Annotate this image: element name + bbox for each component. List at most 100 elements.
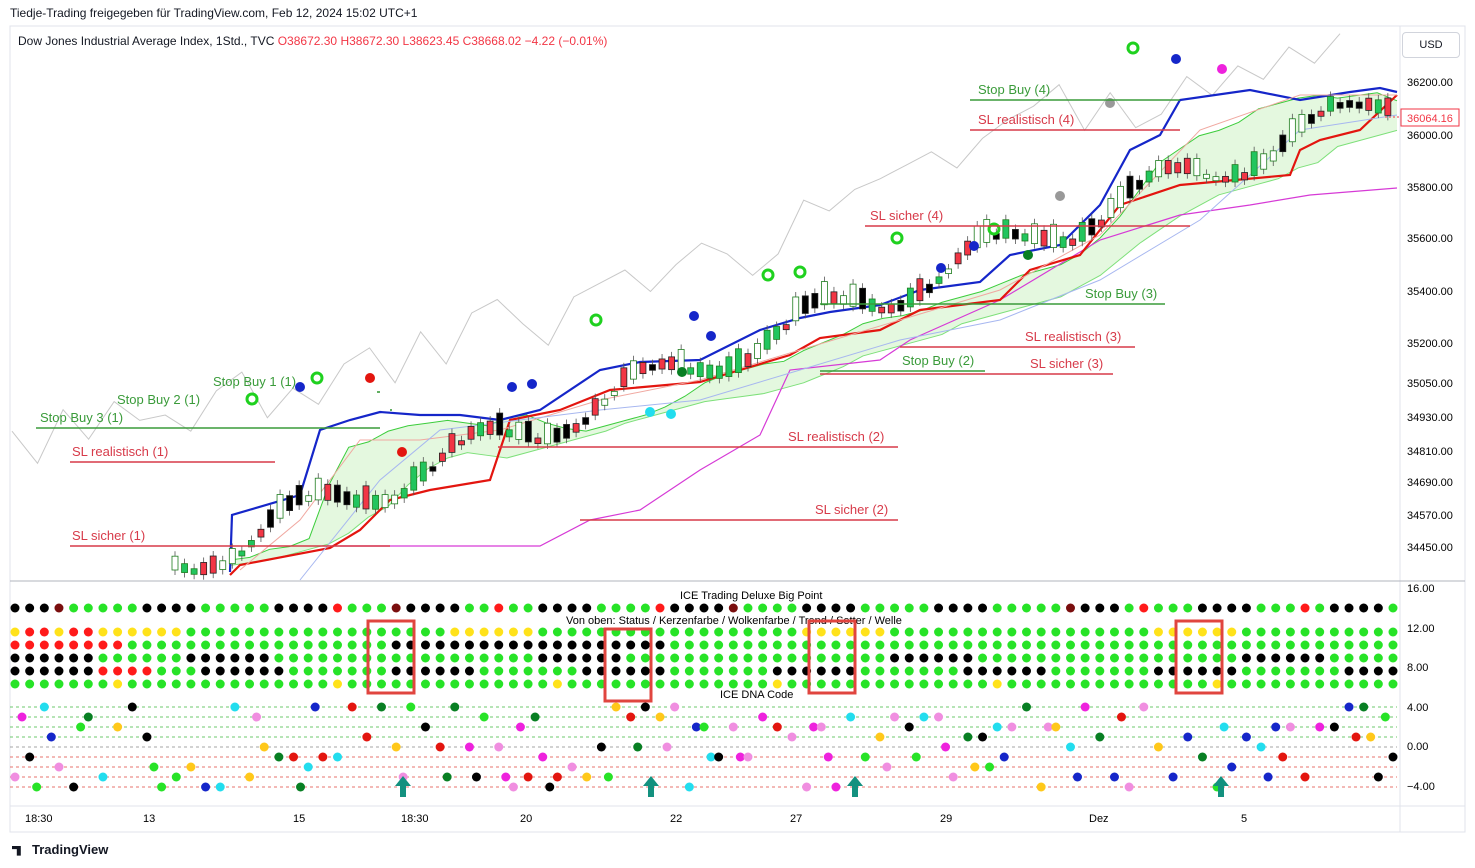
bigpoint-cell <box>479 666 489 676</box>
bigpoint-cell <box>1022 627 1032 637</box>
bigpoint-cell <box>54 640 64 650</box>
candle-body <box>295 485 303 506</box>
bigpoint-cell <box>113 627 123 637</box>
candle-body <box>1279 134 1287 153</box>
dna-dot <box>420 722 430 732</box>
currency-button[interactable]: USD <box>1402 32 1460 58</box>
bigpoint-cell <box>1227 603 1237 613</box>
candle-body <box>553 427 561 443</box>
bigpoint-cell <box>333 640 343 650</box>
bigpoint-cell <box>420 653 430 663</box>
bigpoint-cell <box>435 640 445 650</box>
bigpoint-cell <box>1329 653 1339 663</box>
bigpoint-cell <box>1359 627 1369 637</box>
bigpoint-cell <box>391 640 401 650</box>
bigpoint-cell <box>54 603 64 613</box>
bigpoint-cell <box>464 603 474 613</box>
bigpoint-cell <box>186 640 196 650</box>
bigpoint-cell <box>567 666 577 676</box>
candle-body <box>171 555 179 571</box>
bigpoint-cell <box>259 679 269 689</box>
bigpoint-cell <box>787 603 797 613</box>
bigpoint-cell <box>1329 640 1339 650</box>
bigpoint-cell <box>846 640 856 650</box>
bigpoint-cell <box>1095 627 1105 637</box>
candle-body <box>247 540 255 548</box>
bigpoint-cell <box>552 640 562 650</box>
bigpoint-cell <box>538 640 548 650</box>
candle-body <box>438 452 446 462</box>
bigpoint-cell <box>98 627 108 637</box>
bigpoint-cell <box>582 603 592 613</box>
bigpoint-cell <box>127 603 137 613</box>
candle-body <box>945 268 952 274</box>
bigpoint-cell <box>640 640 650 650</box>
bigpoint-cell <box>376 627 386 637</box>
symbol-legend[interactable]: Dow Jones Industrial Average Index, 1Std… <box>18 34 607 48</box>
ohlc-high: H38672.30 <box>340 34 400 48</box>
bigpoint-cell <box>215 603 225 613</box>
bigpoint-cell <box>1183 603 1193 613</box>
dna-dot <box>98 772 108 782</box>
bigpoint-cell <box>934 653 944 663</box>
bigpoint-cell <box>98 653 108 663</box>
bigpoint-cell <box>450 653 460 663</box>
bigpoint-cell <box>567 679 577 689</box>
bigpoint-cell <box>1080 679 1090 689</box>
bigpoint-cell <box>289 627 299 637</box>
bigpoint-cell <box>1036 627 1046 637</box>
bigpoint-cell <box>1373 603 1383 613</box>
candle-body <box>1260 153 1268 170</box>
level-label: SL realistisch (4) <box>978 112 1074 127</box>
dna-dot <box>1351 732 1361 742</box>
dna-dot <box>245 772 255 782</box>
candle-body <box>1346 100 1354 108</box>
bigpoint-cell <box>420 603 430 613</box>
signal-ring <box>1126 41 1140 55</box>
bigpoint-cell <box>655 679 665 689</box>
candle-body <box>878 306 886 314</box>
bigpoint-cell <box>69 603 79 613</box>
bigpoint-cell <box>1197 603 1207 613</box>
bigpoint-cell <box>508 627 518 637</box>
signal-ring <box>987 222 1001 236</box>
bigpoint-cell <box>611 666 621 676</box>
signal-dot <box>1171 54 1181 64</box>
dna-dot <box>171 772 181 782</box>
bigpoint-cell <box>890 627 900 637</box>
bigpoint-cell <box>157 640 167 650</box>
dna-dot <box>1366 732 1376 742</box>
bigpoint-cell <box>376 640 386 650</box>
bigpoint-cell <box>1300 640 1310 650</box>
candle-body <box>1241 172 1248 181</box>
bigpoint-cell <box>1227 640 1237 650</box>
bigpoint-cell <box>1256 653 1266 663</box>
bigpoint-cell <box>640 653 650 663</box>
tradingview-brand[interactable]: TradingView <box>12 842 108 857</box>
candle-body <box>696 362 704 378</box>
bigpoint-cell <box>1256 666 1266 676</box>
candle-body <box>1164 160 1172 175</box>
bigpoint-cell <box>846 603 856 613</box>
bigpoint-cell <box>1022 679 1032 689</box>
bigpoint-cell <box>245 627 255 637</box>
bigpoint-cell <box>1300 603 1310 613</box>
dna-dot <box>545 782 555 792</box>
bigpoint-cell <box>420 679 430 689</box>
bigpoint-cell <box>1315 603 1325 613</box>
bigpoint-cell <box>1241 679 1251 689</box>
bigpoint-cell <box>1109 666 1119 676</box>
bigpoint-cell <box>1388 640 1398 650</box>
bigpoint-cell <box>391 679 401 689</box>
bigpoint-cell <box>39 666 49 676</box>
bigpoint-cell <box>992 679 1002 689</box>
dna-dot <box>1219 722 1229 732</box>
price-tick-label: 34810.00 <box>1407 446 1453 458</box>
candle-body <box>1174 162 1182 174</box>
bigpoint-cell <box>157 627 167 637</box>
level-label: Stop Buy 2 (1) <box>117 392 200 407</box>
bigpoint-cell <box>1139 603 1149 613</box>
bigpoint-cell <box>171 666 181 676</box>
signal-ring <box>589 313 603 327</box>
